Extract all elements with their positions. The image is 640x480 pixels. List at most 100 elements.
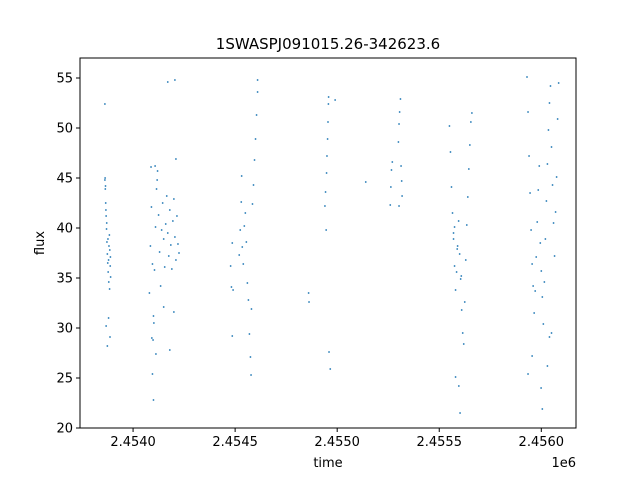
data-point [453,226,456,228]
data-point [164,223,167,225]
data-point [553,255,556,257]
y-tick-label: 25 [56,372,73,387]
data-point [108,288,111,290]
data-point [109,276,112,278]
data-point [327,96,330,98]
data-point [154,226,157,228]
data-point [167,255,170,257]
data-point [532,285,535,287]
data-point [456,248,459,250]
data-point [247,299,250,301]
data-point [176,215,178,217]
data-point [325,172,328,174]
data-point [249,356,252,358]
data-point [250,374,252,376]
data-point [390,169,393,171]
data-point [308,301,310,303]
data-point [152,322,155,324]
data-point [104,179,106,181]
data-point [537,189,540,191]
data-point [230,286,233,288]
data-point [450,186,453,188]
data-point [256,79,259,81]
data-point [550,146,553,148]
data-point [325,229,328,231]
data-point [178,252,180,254]
data-point [400,180,403,182]
data-point [307,292,310,294]
data-point [449,151,452,153]
data-point [531,355,534,357]
data-point [231,335,234,337]
data-point [541,296,544,298]
data-point [454,289,457,291]
data-point [451,212,454,214]
data-point [166,81,169,83]
data-point [464,259,467,261]
data-point [557,82,560,84]
data-point [552,222,555,224]
data-point [105,215,108,217]
data-point [324,191,327,193]
data-point [255,114,258,116]
data-point [465,224,468,226]
data-point [163,266,166,268]
data-point [535,256,538,258]
data-point [253,159,256,161]
y-tick-label: 20 [56,422,73,437]
x-tick-label: 2.4550 [314,435,360,450]
data-point [530,229,532,231]
data-point [153,269,156,271]
data-point [229,265,232,267]
data-point [242,263,245,265]
data-point [452,238,455,240]
data-point [454,376,457,378]
data-point [324,205,326,207]
data-point [175,259,177,261]
data-point [548,102,551,104]
data-point [159,285,162,287]
data-point [556,118,559,120]
data-point [460,275,463,277]
data-point [151,373,154,375]
data-point [150,337,153,339]
data-point [156,170,159,172]
y-tick-label: 35 [56,272,73,287]
data-point [231,242,234,244]
data-point [104,177,107,179]
y-tick-label: 45 [56,172,73,187]
data-point [459,278,462,280]
data-point [549,85,552,87]
data-point [551,184,554,186]
data-point [238,254,241,256]
data-point [151,263,154,265]
data-point [105,209,107,211]
data-point [106,262,109,264]
data-point [401,195,403,197]
x-axis-offset-label: 1e6 [551,456,576,471]
data-point [232,289,234,291]
data-point [326,138,329,140]
data-point [398,111,401,113]
data-point [546,163,549,165]
data-point [468,144,471,146]
data-point [543,281,546,283]
data-point [104,185,107,187]
data-point [457,220,460,222]
y-tick-label: 40 [56,222,73,237]
data-point [389,204,392,206]
data-point [162,306,165,308]
data-point [106,253,109,255]
data-point [243,225,246,227]
data-point [469,121,472,123]
data-point [152,399,155,401]
data-point [326,155,328,157]
data-point [397,141,400,143]
data-point [160,229,163,231]
data-point [169,244,172,246]
data-point [455,271,458,273]
data-point [155,188,158,190]
data-point [467,168,470,170]
data-point [152,315,155,317]
data-point [244,212,247,214]
